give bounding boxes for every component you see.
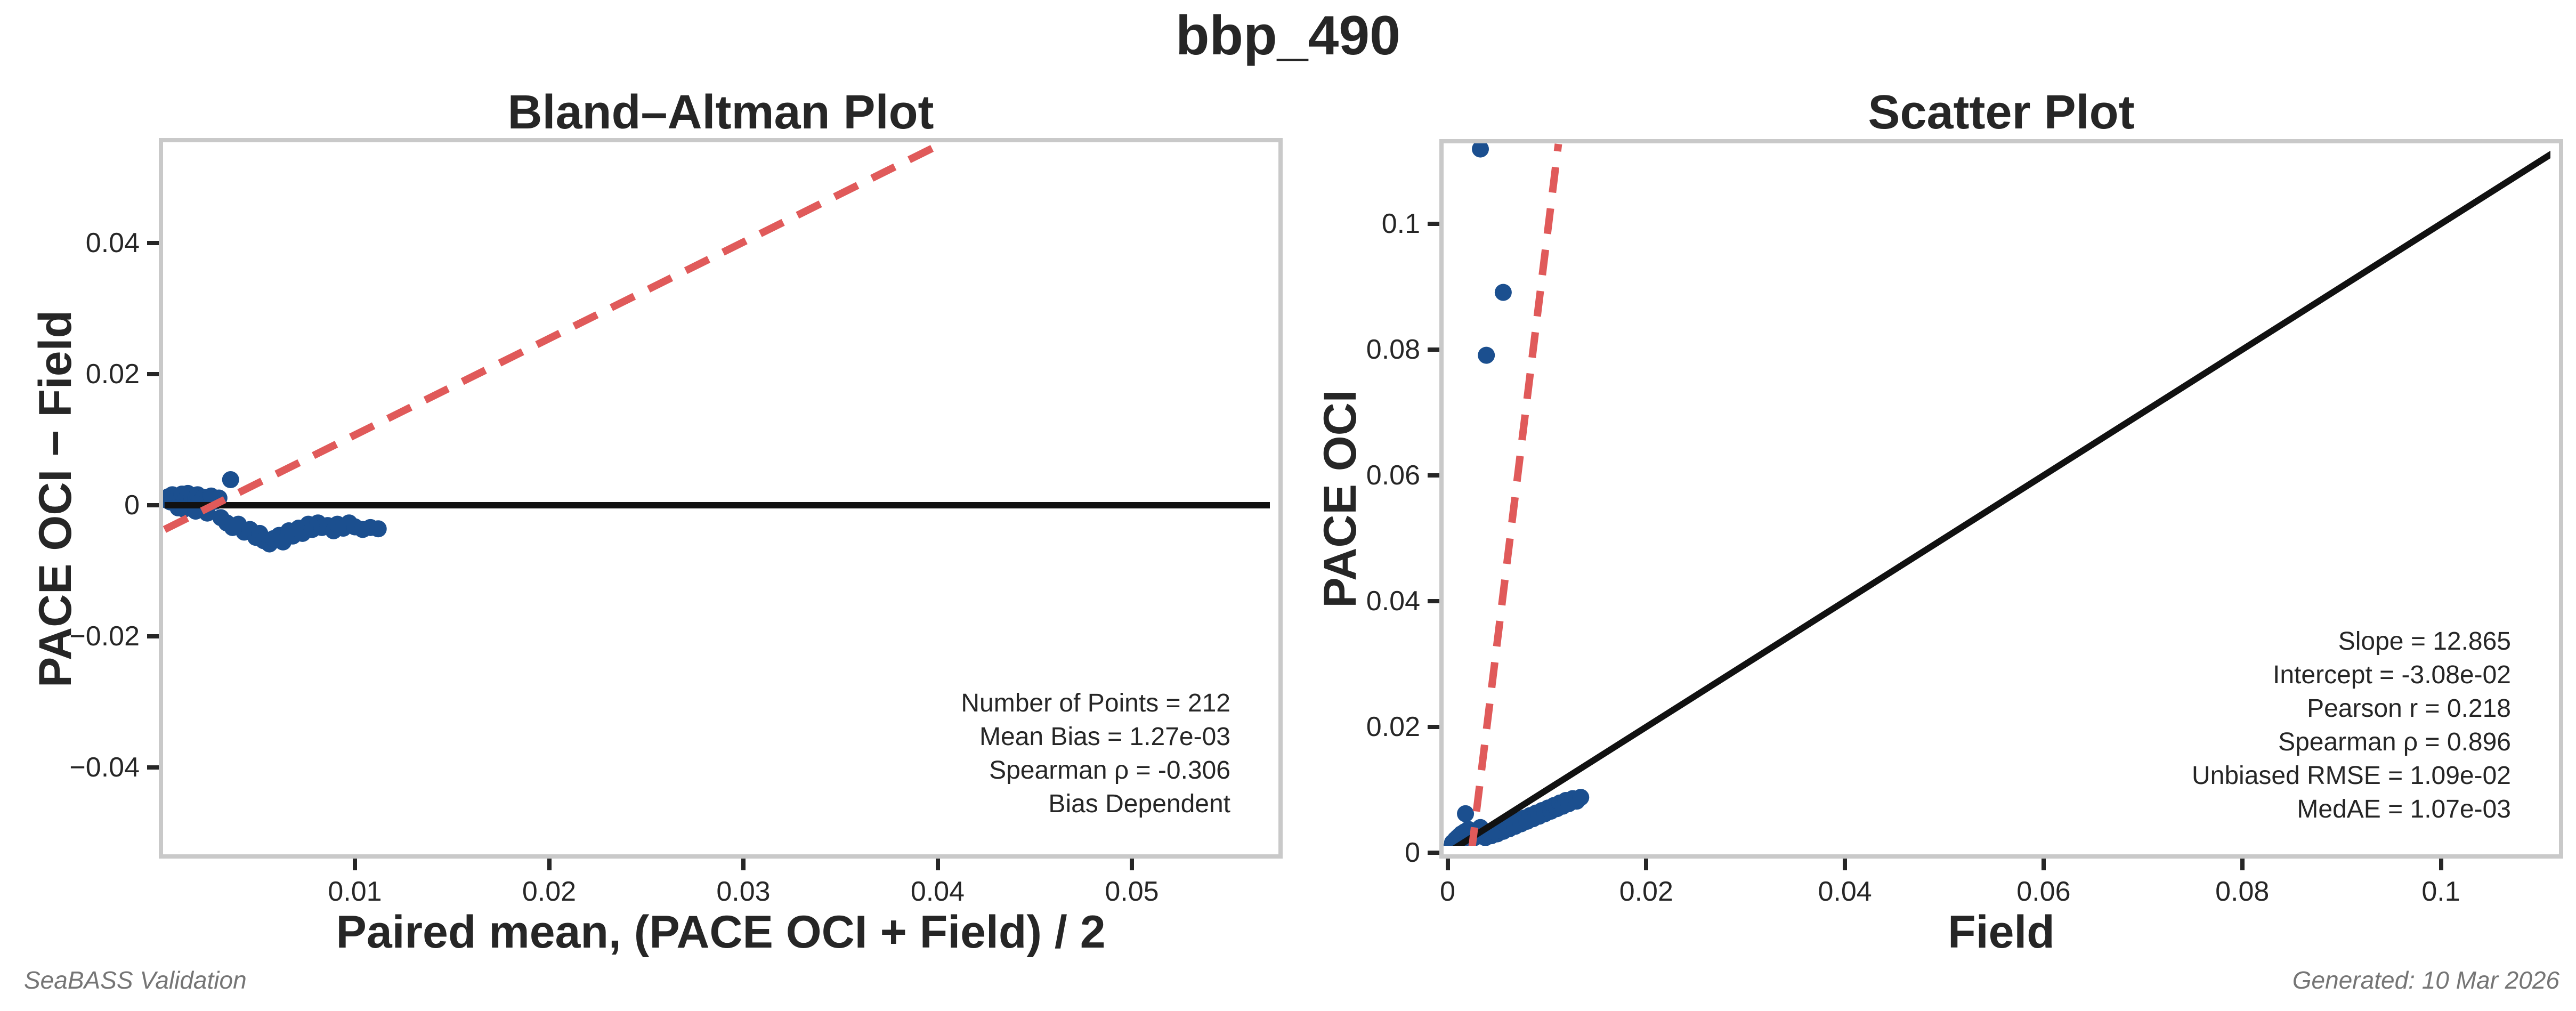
x-tick-label: 0.04: [1818, 876, 1872, 907]
x-tick-mark: [1644, 859, 1649, 870]
identity-line: [1452, 150, 2550, 846]
y-tick-mark: [147, 503, 159, 507]
y-tick-label: 0: [1405, 837, 1420, 868]
bland-altman-xlabel: Paired mean, (PACE OCI + Field) / 2: [336, 907, 1106, 958]
y-tick-label: 0.04: [85, 228, 140, 258]
bland-altman-stats: Number of Points = 212 Mean Bias = 1.27e-…: [961, 686, 1230, 821]
stats-line: Spearman ρ = -0.306: [989, 756, 1230, 784]
y-tick-label: 0.02: [85, 359, 140, 390]
y-tick-mark: [1428, 222, 1439, 226]
bland-altman-title: Bland–Altman Plot: [507, 86, 934, 139]
scatter-xlabel: Field: [1948, 907, 2055, 958]
x-tick-label: 0.06: [2016, 876, 2071, 907]
y-tick-mark: [147, 634, 159, 638]
y-tick-label: 0.08: [1366, 334, 1420, 365]
y-tick-mark: [147, 372, 159, 376]
data-point: [1478, 346, 1495, 364]
stats-line: MedAE = 1.07e-03: [2297, 795, 2511, 823]
x-tick-label: 0.02: [1619, 876, 1673, 907]
x-tick-mark: [1445, 859, 1450, 870]
x-tick-label: 0: [1440, 876, 1455, 907]
y-tick-mark: [1428, 851, 1439, 855]
y-tick-label: 0: [124, 490, 140, 521]
y-tick-label: 0.1: [1381, 208, 1420, 239]
bland_altman-plot-area: [163, 142, 1270, 553]
data-point: [1472, 143, 1489, 158]
x-tick-mark: [741, 859, 746, 870]
stats-line: Intercept = -3.08e-02: [2273, 661, 2511, 689]
scatter-title: Scatter Plot: [1868, 86, 2135, 139]
data-point: [1457, 805, 1475, 822]
x-tick-mark: [935, 859, 940, 870]
stats-line: Mean Bias = 1.27e-03: [979, 723, 1230, 751]
page-title: bbp_490: [1176, 5, 1400, 67]
x-tick-mark: [2041, 859, 2046, 870]
x-tick-label: 0.1: [2421, 876, 2460, 907]
stats-line: Bias Dependent: [1048, 790, 1230, 818]
y-tick-mark: [1428, 599, 1439, 603]
stats-line: Number of Points = 212: [961, 689, 1230, 717]
x-tick-label: 0.01: [328, 876, 382, 907]
footer-generated: Generated: 10 Mar 2026: [2292, 966, 2559, 994]
y-tick-mark: [1428, 725, 1439, 729]
scatter-ylabel: PACE OCI: [1315, 390, 1366, 608]
y-tick-mark: [1428, 347, 1439, 352]
y-tick-mark: [147, 241, 159, 245]
bland-altman-panel: [159, 138, 1283, 859]
x-tick-mark: [353, 859, 357, 870]
data-point: [369, 520, 387, 538]
y-tick-label: 0.06: [1366, 460, 1420, 491]
stats-line: Unbiased RMSE = 1.09e-02: [2191, 762, 2511, 790]
y-tick-label: 0.02: [1366, 711, 1420, 742]
x-tick-label: 0.04: [910, 876, 965, 907]
x-tick-label: 0.02: [522, 876, 577, 907]
y-tick-label: −0.02: [69, 621, 140, 652]
scatter-stats: Slope = 12.865 Intercept = -3.08e-02 Pears…: [2192, 625, 2511, 826]
stats-line: Pearson r = 0.218: [2307, 694, 2511, 723]
data-point: [222, 471, 239, 489]
x-tick-mark: [1130, 859, 1134, 870]
stats-line: Spearman ρ = 0.896: [2278, 728, 2511, 756]
x-tick-label: 0.08: [2215, 876, 2270, 907]
x-tick-label: 0.05: [1105, 876, 1159, 907]
stats-line: Slope = 12.865: [2338, 627, 2511, 656]
x-tick-mark: [1843, 859, 1848, 870]
bias-trend-line: [163, 142, 945, 533]
scatter-plot-area: [1444, 143, 2550, 846]
data-point: [1572, 789, 1590, 806]
x-tick-label: 0.03: [716, 876, 771, 907]
x-tick-mark: [547, 859, 552, 870]
data-point: [1494, 284, 1512, 301]
x-tick-mark: [2439, 859, 2443, 870]
y-tick-mark: [1428, 473, 1439, 478]
footer-source: SeaBASS Validation: [24, 966, 247, 994]
y-tick-mark: [147, 765, 159, 770]
y-tick-label: 0.04: [1366, 586, 1420, 617]
y-tick-label: −0.04: [69, 752, 140, 783]
x-tick-mark: [2240, 859, 2245, 870]
regression-line: [1468, 143, 1562, 846]
